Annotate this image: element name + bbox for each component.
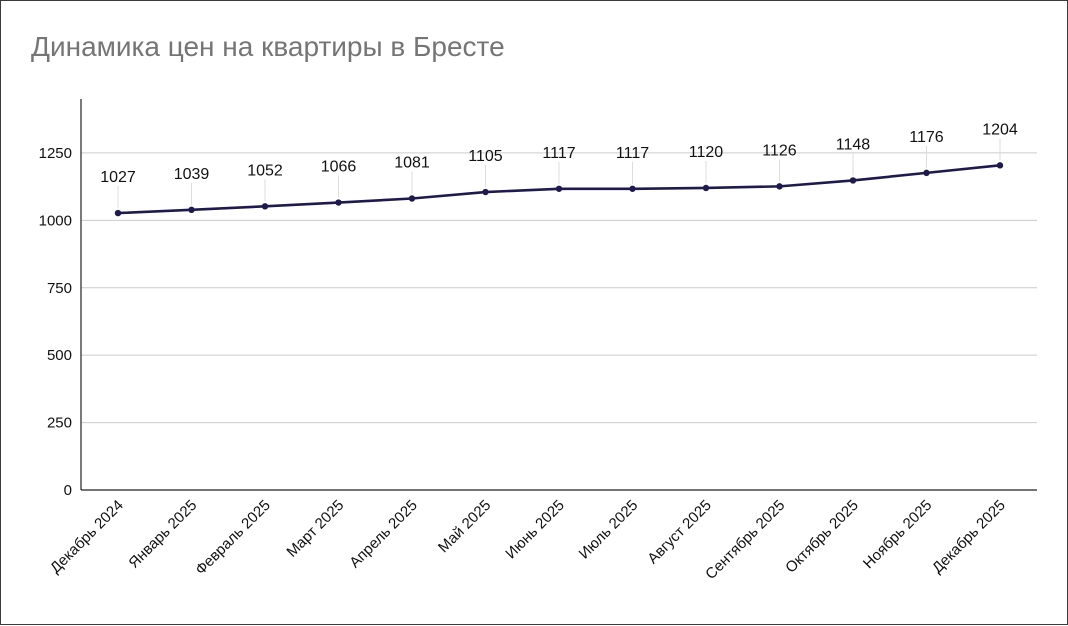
y-tick-label: 1000 [39, 212, 72, 229]
data-label: 1027 [100, 169, 136, 186]
x-tick-label: Январь 2025 [125, 497, 200, 572]
x-tick-label: Ноябрь 2025 [860, 497, 935, 572]
y-tick-label: 500 [47, 347, 72, 364]
data-label: 1204 [982, 121, 1018, 138]
data-point [261, 203, 269, 210]
data-label: 1039 [174, 166, 210, 183]
data-label: 1066 [321, 159, 357, 176]
data-point [996, 162, 1004, 169]
data-point [114, 209, 122, 217]
data-point [629, 185, 636, 192]
x-tick-label: Сентябрь 2025 [702, 497, 788, 583]
y-tick-labels: 0 250 500 750 1000 1250 [39, 145, 72, 499]
y-tick-label: 0 [64, 482, 72, 499]
x-tick-label: Апрель 2025 [346, 497, 421, 572]
data-point [335, 199, 342, 206]
x-tick-label: Август 2025 [644, 497, 714, 567]
data-point [776, 183, 783, 190]
data-point [923, 169, 930, 177]
x-tick-label: Март 2025 [283, 497, 347, 561]
x-tick-label: Декабрь 2025 [929, 497, 1009, 577]
label-leaders [117, 138, 1001, 209]
data-point [555, 185, 563, 192]
data-label: 1117 [616, 145, 649, 162]
data-label: 1081 [394, 155, 430, 172]
x-tick-label: Февраль 2025 [192, 497, 274, 579]
data-label: 1120 [689, 144, 724, 161]
data-point [482, 188, 489, 196]
data-point [849, 177, 857, 184]
x-tick-label: Июль 2025 [576, 497, 642, 563]
data-point [188, 206, 195, 214]
data-point [408, 195, 416, 202]
grid-lines [81, 152, 1037, 424]
data-label: 1148 [836, 136, 871, 153]
x-tick-label: Декабрь 2024 [47, 497, 127, 577]
data-points [114, 162, 1004, 217]
x-tick-label: Май 2025 [435, 497, 494, 556]
data-label: 1126 [762, 142, 797, 159]
y-tick-label: 1250 [39, 145, 72, 162]
axes [80, 99, 1037, 491]
y-tick-label: 250 [47, 415, 72, 432]
data-label: 1105 [468, 148, 503, 165]
data-label: 1117 [542, 145, 575, 162]
data-labels: 1027 1039 1052 1066 1081 1105 1117 1117 1120 1126… [100, 121, 1018, 186]
data-label: 1052 [247, 162, 283, 179]
data-point [702, 184, 710, 192]
data-label: 1176 [909, 129, 944, 146]
x-tick-label: Октябрь 2025 [782, 497, 862, 577]
x-tick-label: Июнь 2025 [502, 497, 568, 563]
y-tick-label: 750 [47, 280, 72, 297]
chart-title: Динамика цен на квартиры в Бресте [31, 31, 505, 62]
